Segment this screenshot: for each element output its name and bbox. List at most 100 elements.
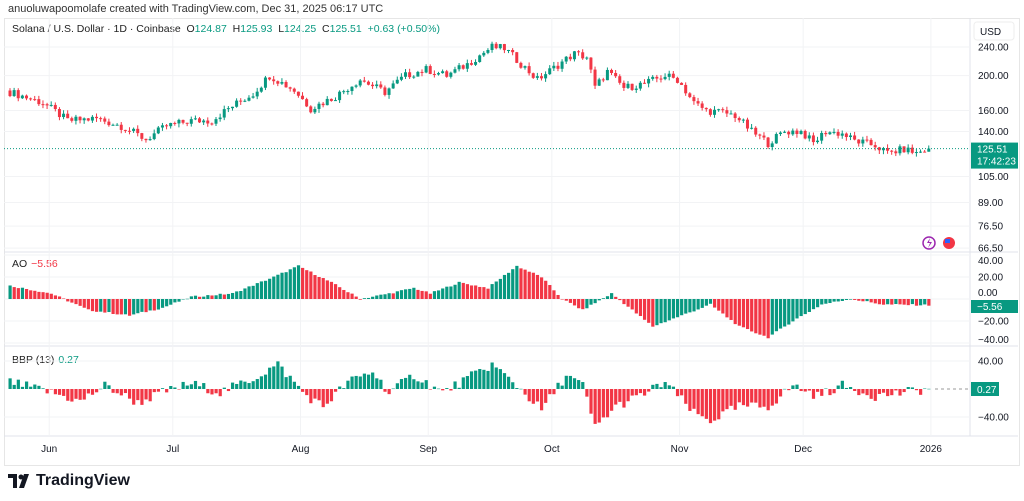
ao-tick-label: −20.00 [978, 317, 1009, 328]
candle-body [292, 88, 296, 92]
bbp-bar [791, 385, 795, 389]
bbp-bar [927, 388, 931, 390]
ao-bar [346, 292, 350, 299]
bbp-bar [301, 389, 305, 392]
bbp-bar [132, 389, 136, 405]
candle-body [66, 113, 70, 119]
bbp-bar [358, 376, 362, 389]
symbol-title[interactable]: Solana / U.S. Dollar · 1D · Coinbase [12, 23, 181, 35]
candle-body [24, 95, 28, 99]
candle-body [144, 138, 148, 141]
ao-bar [482, 287, 486, 299]
ao-bar [511, 269, 515, 299]
candle-body [737, 118, 741, 121]
candle-body [601, 79, 605, 81]
candle-body [350, 86, 354, 92]
bbp-bar [469, 371, 474, 389]
last-price-label: 125.51 [977, 145, 1008, 156]
bbp-bar [255, 379, 259, 389]
candle-body [865, 139, 869, 141]
bbp-bar [218, 389, 222, 397]
candle-body [317, 103, 321, 109]
candle-body [667, 73, 671, 77]
ao-bar [811, 299, 816, 310]
candle-body [457, 65, 461, 70]
bbp-bar [919, 389, 923, 395]
ao-bar [226, 293, 231, 299]
candle-body [268, 77, 272, 80]
candle-body [741, 119, 745, 121]
ao-bar [848, 299, 853, 300]
ao-bar [255, 283, 259, 299]
candle-body [375, 84, 379, 87]
candle-body [783, 131, 787, 133]
bbp-bar [383, 389, 387, 392]
ao-bar [263, 280, 268, 299]
bbp-bar [881, 389, 886, 393]
ao-bar [713, 299, 717, 308]
ao-bar [272, 276, 276, 299]
candle-body [156, 127, 160, 134]
high-label: H [232, 23, 241, 35]
us-flag-icon[interactable] [943, 237, 955, 249]
bbp-bar [49, 389, 53, 390]
candle-body [626, 83, 630, 88]
candle-body [923, 151, 927, 153]
ao-bar [737, 299, 741, 326]
bbp-bar [494, 367, 498, 389]
candle-body [877, 147, 881, 151]
bbp-bar [387, 389, 391, 395]
ao-bar [424, 291, 428, 299]
candle-body [391, 83, 395, 89]
ao-bar [680, 299, 684, 316]
bbp-bar [741, 389, 746, 406]
ao-bar [478, 286, 482, 299]
bbp-bar [840, 380, 844, 389]
candle-body [383, 87, 387, 95]
ao-bar [465, 284, 470, 299]
candle-body [107, 121, 111, 126]
ao-bar [107, 299, 111, 313]
ao-tick-label: 40.00 [978, 256, 1003, 267]
symbol-legend: Solana / U.S. Dollar · 1D · Coinbase O12… [12, 23, 440, 35]
bbp-bar [24, 381, 29, 389]
bbp-bar [404, 377, 408, 389]
bbp-bar [811, 389, 816, 399]
bbp-legend[interactable]: BBP (13) 0.27 [12, 354, 79, 366]
bbp-bar [317, 389, 321, 401]
ao-bar [329, 281, 334, 299]
candle-body [605, 69, 609, 81]
ao-bar [655, 299, 659, 326]
bbp-bar [733, 389, 737, 410]
candle-body [305, 99, 309, 107]
lightning-icon[interactable] [922, 236, 936, 250]
time-tick-label: Nov [671, 444, 689, 455]
bbp-bar [490, 362, 494, 389]
candle-body [111, 124, 115, 126]
candle-body [799, 130, 803, 134]
bbp-bar [338, 386, 342, 389]
currency-button[interactable] [973, 21, 1015, 41]
ao-bar [342, 289, 346, 299]
candle-body [333, 100, 337, 102]
ao-bar [832, 299, 836, 302]
ao-bar [502, 274, 507, 299]
candle-body [708, 109, 712, 115]
ao-bar [24, 288, 29, 299]
ao-bar [189, 296, 193, 299]
bbp-bar [177, 389, 181, 390]
bbp-bar [675, 389, 680, 397]
bbp-bar [671, 386, 676, 389]
candle-body [404, 72, 408, 77]
candle-body [502, 44, 506, 51]
candle-body [189, 119, 193, 124]
ao-legend[interactable]: AO −5.56 [12, 258, 58, 270]
candle-body [795, 130, 799, 134]
ao-bar [354, 296, 358, 299]
candle-body [548, 68, 552, 75]
ao-bar [235, 291, 239, 299]
bbp-bar [193, 380, 198, 389]
ao-bar [49, 293, 53, 299]
price-tick-label: 105.00 [978, 172, 1009, 183]
